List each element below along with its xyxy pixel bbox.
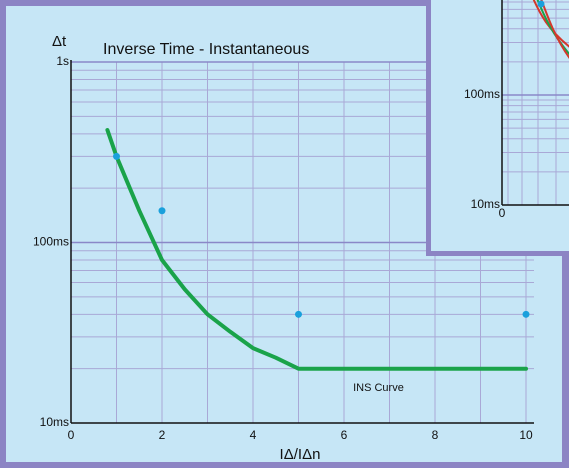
main-tick-labels: 0 2 4 6 8 10 1s 100ms 10ms [33, 54, 533, 442]
inset-y-tick-label: 10ms [471, 197, 500, 211]
inset-curve-line [536, 0, 569, 56]
x-tick-label: 4 [250, 428, 257, 442]
inset-curve-line [532, 0, 569, 48]
inset-panel [431, 0, 569, 251]
y-axis-label: Δt [52, 33, 67, 50]
data-point [158, 207, 166, 215]
inset-y-tick-label: 100ms [464, 87, 500, 101]
curve-annotation: INS Curve [353, 382, 404, 394]
x-tick-label: 8 [432, 428, 439, 442]
x-axis-label: IΔ/IΔn [280, 446, 321, 463]
data-point [113, 152, 120, 160]
main-axes [70, 60, 534, 424]
inset-x-tick-label: 0 [499, 206, 506, 220]
x-tick-label: 2 [159, 428, 166, 442]
data-point [295, 310, 302, 318]
chart-title: Inverse Time - Instantaneous [103, 41, 309, 58]
main-plot-area [105, 128, 530, 371]
inset-grid [501, 0, 569, 206]
x-tick-label: 10 [519, 428, 533, 442]
inset-data-point [537, 0, 545, 8]
x-tick-label: 6 [341, 428, 348, 442]
ins-curve-line [105, 128, 528, 371]
x-tick-label: 0 [68, 428, 75, 442]
y-tick-label: 10ms [40, 415, 69, 429]
data-point [522, 310, 530, 318]
y-tick-label: 100ms [33, 235, 69, 249]
y-tick-label: 1s [56, 54, 69, 68]
inset-curves [532, 0, 569, 59]
